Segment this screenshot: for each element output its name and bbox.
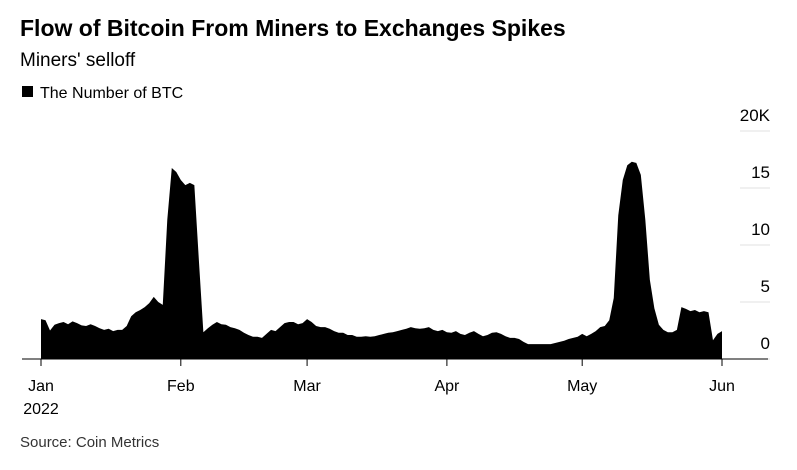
- y-tick-label: 0: [761, 334, 770, 353]
- area: [41, 161, 722, 359]
- x-tick-label: Mar: [293, 378, 321, 395]
- y-tick-label: 15: [751, 163, 770, 182]
- x-tick-label: Jun: [709, 378, 735, 395]
- legend-swatch: [22, 86, 33, 97]
- legend-label: The Number of BTC: [40, 85, 183, 102]
- x-tick-label: May: [567, 378, 597, 395]
- x-tick-label: Feb: [167, 378, 195, 395]
- y-tick-label: 20K: [740, 106, 771, 125]
- x-tick-label: Jan: [28, 378, 54, 395]
- x-tick-label: Apr: [434, 378, 460, 395]
- y-tick-label: 10: [751, 220, 770, 239]
- source: Source: Coin Metrics: [20, 434, 159, 451]
- chart-title: Flow of Bitcoin From Miners to Exchanges…: [20, 15, 566, 41]
- y-tick-label: 5: [761, 277, 770, 296]
- x-year-label: 2022: [23, 401, 59, 418]
- chart-subtitle: Miners' selloff: [20, 50, 136, 71]
